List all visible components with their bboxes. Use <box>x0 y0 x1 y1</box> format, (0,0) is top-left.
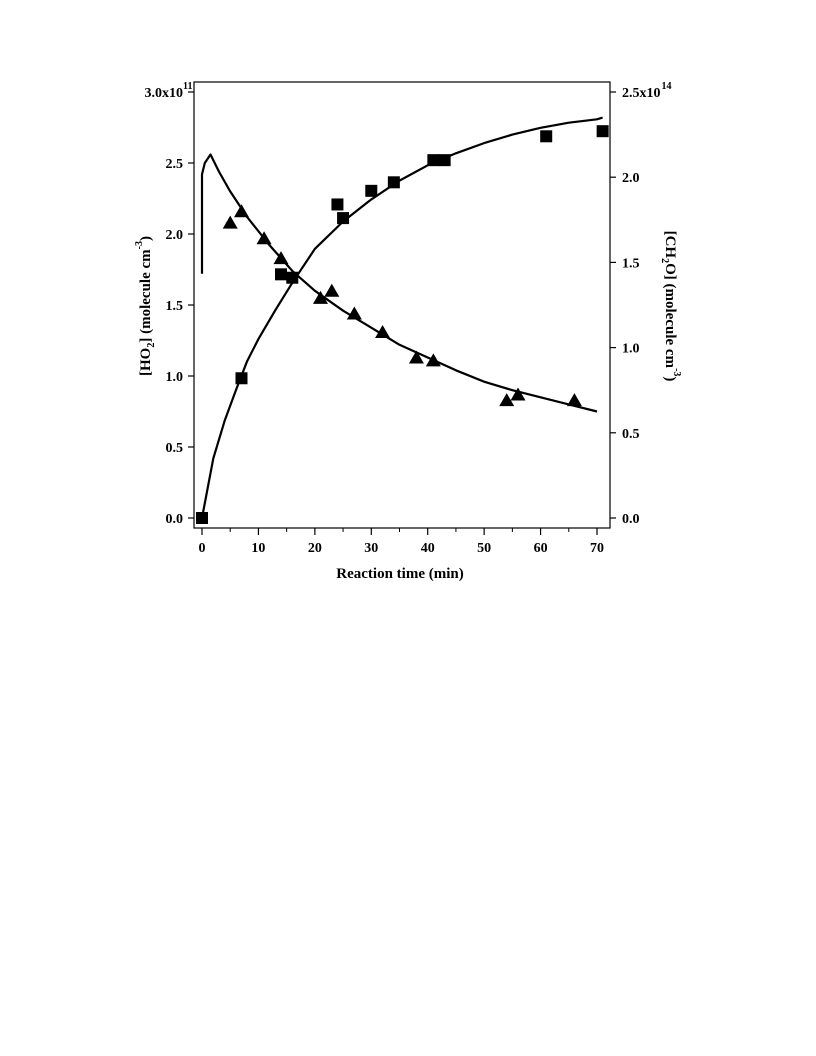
ch2o-square-point <box>196 512 208 524</box>
x-tick-label: 50 <box>477 541 491 556</box>
ho2-triangle-point <box>408 350 424 364</box>
plot-frame <box>193 81 611 529</box>
ho2-triangle-point <box>273 251 289 265</box>
y-left-axis-ticks: 0.0 0.5 1.0 1.5 2.0 2.5 3.0x10 11 <box>145 81 194 527</box>
y-left-axis-label: [HO2] (molecule cm-3) <box>134 236 157 376</box>
ho2-triangle-point <box>234 204 249 218</box>
y-left-tick-label: 0.0 <box>166 512 184 527</box>
ho2-triangle-point <box>510 387 526 401</box>
ch2o-model-curve <box>200 116 603 519</box>
ho2-triangle-point <box>499 393 515 407</box>
ho2-model-curve <box>200 153 598 413</box>
model-curves <box>200 116 603 519</box>
x-axis-label: Reaction time (min) <box>336 566 463 582</box>
ho2-triangle-point <box>425 353 441 367</box>
ch2o-square-point <box>540 130 553 143</box>
y-left-tick-label: 2.5 <box>166 157 184 172</box>
y-left-tick-label: 0.5 <box>166 441 184 456</box>
x-tick-label: 20 <box>308 541 322 556</box>
y-right-tick-label: 2.5x10 <box>622 86 661 101</box>
y-right-tick-label: 1.5 <box>622 256 640 271</box>
ch2o-square-point <box>438 154 451 167</box>
ch2o-square-point <box>365 184 378 197</box>
y-right-exponent: 14 <box>662 81 672 92</box>
x-tick-label: 60 <box>534 541 548 556</box>
x-tick-label: 0 <box>199 541 206 556</box>
ho2-triangle-point <box>324 283 340 297</box>
y-left-tick-label: 3.0x10 <box>145 86 184 101</box>
ho2-triangle-point <box>222 215 238 229</box>
x-tick-label: 40 <box>421 541 435 556</box>
x-axis-ticks: 0 10 20 30 40 50 60 70 <box>199 528 604 556</box>
data-points <box>196 125 609 524</box>
y-right-tick-label: 2.0 <box>622 171 640 186</box>
y-right-tick-label: 1.0 <box>622 342 640 357</box>
ch2o-square-point <box>331 198 344 211</box>
ch2o-square-point <box>275 268 287 281</box>
y-right-axis-label: [CH2O] (molecule cm-3) <box>659 231 682 382</box>
ch2o-square-point <box>387 176 400 189</box>
y-left-tick-label: 1.0 <box>166 370 184 385</box>
ch2o-square-point <box>235 372 248 385</box>
ho2-triangle-point <box>313 290 328 304</box>
y-left-exponent: 11 <box>183 81 192 92</box>
ho2-triangle-point <box>375 324 391 338</box>
y-left-tick-label: 2.0 <box>166 228 184 243</box>
y-left-tick-label: 1.5 <box>166 299 184 314</box>
ch2o-square-point <box>337 212 350 225</box>
ch2o-square-point <box>596 125 609 138</box>
x-tick-label: 30 <box>364 541 378 556</box>
x-tick-label: 70 <box>590 541 604 556</box>
y-right-axis-ticks: 0.0 0.5 1.0 1.5 2.0 2.5x10 14 <box>610 81 672 527</box>
ch2o-square-point <box>286 271 299 284</box>
y-right-tick-label: 0.5 <box>622 427 640 442</box>
y-right-tick-label: 0.0 <box>622 512 640 527</box>
ho2-triangle-point <box>346 306 362 320</box>
ho2-triangle-point <box>566 393 582 407</box>
x-tick-label: 10 <box>251 541 265 556</box>
ho2-triangle-point <box>256 231 272 245</box>
ch2o-square-point <box>427 154 440 167</box>
